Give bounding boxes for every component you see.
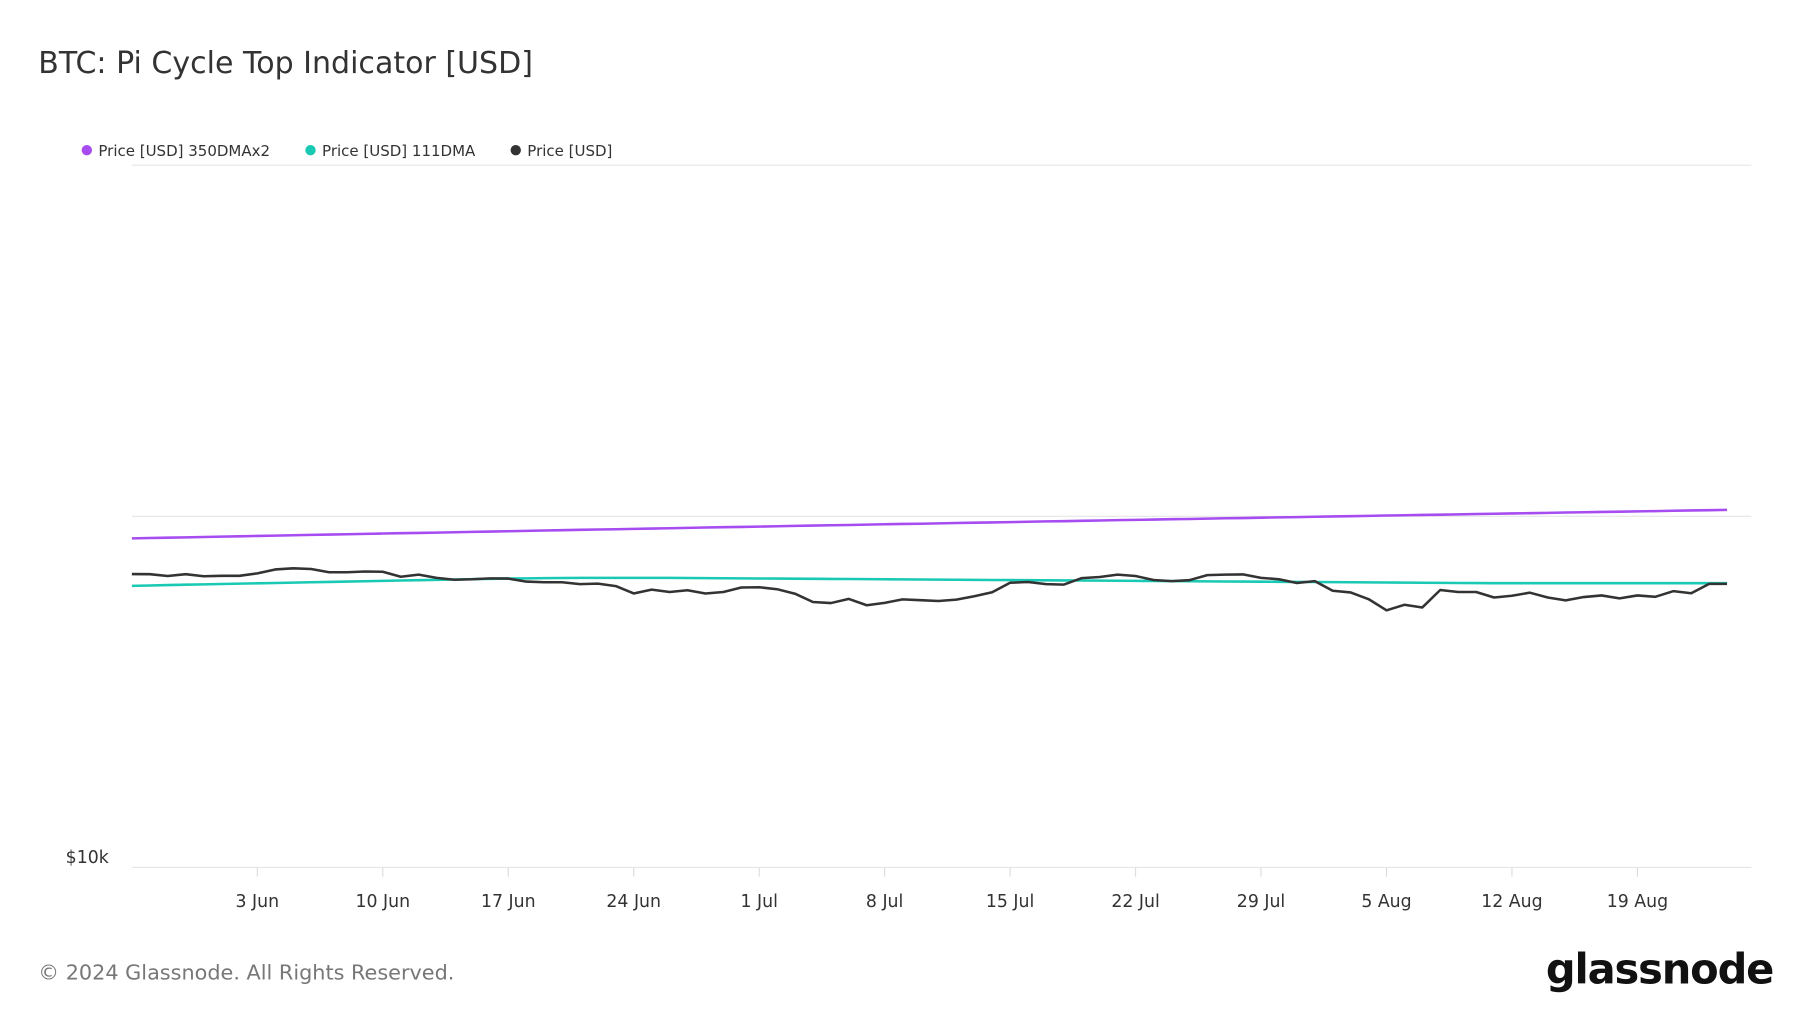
x-tick-label: 22 Jul [1111, 892, 1159, 912]
x-tick-label: 15 Jul [986, 892, 1034, 912]
x-tick-label: 12 Aug [1481, 892, 1542, 912]
x-tick-label: 17 Jun [481, 892, 536, 912]
line [131, 567, 1728, 612]
x-tick-label: 19 Aug [1607, 892, 1668, 912]
y-tick-label: $10k [66, 848, 109, 868]
x-tick-label: 24 Jun [606, 892, 661, 912]
logo: glassnode [1546, 945, 1773, 994]
x-tick-label: 29 Jul [1237, 892, 1285, 912]
x-tick-label: 1 Jul [740, 892, 777, 912]
legend: Price [USD] 350DMAx2 Price [USD] 111DMA Pr… [81, 142, 612, 160]
legend-label: Price [USD] 350DMAx2 [98, 142, 270, 160]
legend-marker [81, 144, 93, 156]
x-tick-label: 10 Jun [356, 892, 411, 912]
legend-marker [305, 144, 316, 156]
chart-title: BTC: Pi Cycle Top Indicator [USD] [38, 46, 533, 81]
legend-label: Price [USD] 111DMA [322, 142, 476, 160]
x-tick-label: 3 Jun [236, 892, 280, 912]
x-tick-label: 8 Jul [866, 892, 903, 912]
legend-label: Price [USD] [527, 142, 612, 160]
line [131, 576, 1728, 588]
copyright: © 2024 Glassnode. All Rights Reserved. [38, 961, 454, 985]
line [131, 508, 1728, 540]
legend-marker [510, 144, 521, 156]
x-tick-label: 5 Aug [1361, 892, 1411, 912]
